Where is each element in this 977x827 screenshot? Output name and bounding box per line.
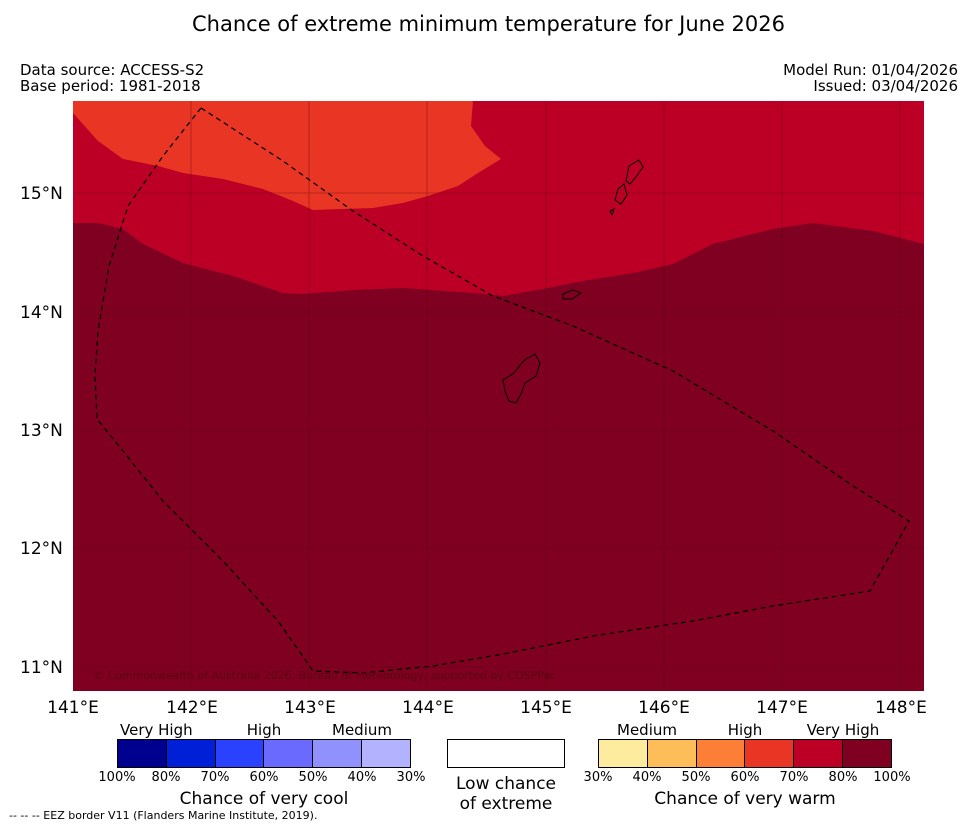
cool-tick: 50%: [298, 770, 328, 785]
warm-tick: 100%: [873, 770, 911, 785]
cool-cat-medium: Medium: [332, 721, 392, 739]
warm-tick: 60%: [730, 770, 760, 785]
copyright-notice: © Commonwealth of Australia 2026, Bureau…: [93, 669, 556, 682]
lon-label-148e: 148°E: [875, 698, 927, 718]
warm-colorbar: [598, 739, 892, 768]
low-chance-line2: of extreme: [459, 794, 553, 814]
warm-cell-80-100: [843, 740, 891, 767]
map-title: Chance of extreme minimum temperature fo…: [192, 12, 785, 36]
model-run: Model Run: 01/04/2026: [783, 61, 958, 79]
aguijan-island-outline: [609, 208, 615, 217]
lon-label-146e: 146°E: [638, 698, 690, 718]
lat-label-15n: 15°N: [20, 184, 63, 204]
low-chance-line1: Low chance: [456, 774, 556, 794]
lon-label-141e: 141°E: [47, 698, 99, 718]
issued-date: Issued: 03/04/2026: [813, 77, 958, 95]
low-chance-swatch: [447, 739, 565, 768]
lat-label-12n: 12°N: [20, 539, 63, 559]
cool-cat-high: High: [246, 721, 282, 739]
cool-cell-40-50: [313, 740, 363, 767]
cool-cell-80-100: [118, 740, 167, 767]
map-svg: © Commonwealth of Australia 2026, Bureau…: [73, 101, 924, 691]
cool-cell-30-40: [362, 740, 410, 767]
data-source: Data source: ACCESS-S2: [20, 61, 205, 79]
eez-footnote: -- -- -- EEZ border V11 (Flanders Marine…: [9, 809, 318, 822]
rota-island-outline: [562, 289, 583, 300]
warm-cell-40-50: [647, 740, 697, 767]
eez-border: [94, 107, 910, 674]
zone-70-80: [73, 101, 501, 210]
cool-tick: 100%: [98, 770, 136, 785]
cool-cell-60-70: [215, 740, 265, 767]
warm-tick: 80%: [828, 770, 858, 785]
cool-cat-very-high: Very High: [120, 721, 193, 739]
zone-80-90-topright: [793, 101, 924, 118]
cool-cell-50-60: [264, 740, 314, 767]
map-panel[interactable]: © Commonwealth of Australia 2026, Bureau…: [73, 101, 924, 691]
warm-tick: 40%: [632, 770, 662, 785]
lon-label-144e: 144°E: [402, 698, 454, 718]
warm-legend-title: Chance of very warm: [654, 789, 836, 809]
zone-70-80-corner: [73, 101, 75, 109]
cool-tick: 30%: [396, 770, 426, 785]
warm-tick: 70%: [779, 770, 809, 785]
base-period: Base period: 1981-2018: [20, 77, 201, 95]
run-info-block: Model Run: 01/04/2026 Issued: 03/04/2026: [783, 62, 958, 94]
warm-tick: 30%: [583, 770, 613, 785]
cool-tick: 80%: [151, 770, 181, 785]
warm-cat-high: High: [727, 721, 763, 739]
tinian-island-outline: [614, 183, 628, 205]
lon-label-145e: 145°E: [520, 698, 572, 718]
cool-colorbar: [117, 739, 411, 768]
graticule: [73, 101, 924, 691]
lat-label-13n: 13°N: [20, 421, 63, 441]
warm-cell-50-60: [696, 740, 746, 767]
lon-label-142e: 142°E: [166, 698, 218, 718]
lat-label-14n: 14°N: [20, 303, 63, 323]
cool-cell-70-80: [166, 740, 216, 767]
warm-cat-medium: Medium: [617, 721, 677, 739]
cool-tick: 60%: [249, 770, 279, 785]
cool-tick: 70%: [200, 770, 230, 785]
warm-cell-60-70: [745, 740, 795, 767]
warm-cell-30-40: [599, 740, 648, 767]
lat-label-11n: 11°N: [20, 658, 63, 678]
lon-label-143e: 143°E: [284, 698, 336, 718]
warm-tick: 50%: [681, 770, 711, 785]
cool-tick: 40%: [347, 770, 377, 785]
saipan-island-outline: [625, 159, 644, 185]
low-chance-label: Low chance of extreme: [447, 774, 565, 814]
data-source-block: Data source: ACCESS-S2 Base period: 1981…: [20, 62, 204, 94]
warm-cat-very-high: Very High: [806, 721, 880, 739]
guam-island-outline: [502, 353, 541, 404]
lon-label-147e: 147°E: [756, 698, 808, 718]
cool-legend-title: Chance of very cool: [179, 789, 349, 809]
warm-cell-70-80: [794, 740, 844, 767]
